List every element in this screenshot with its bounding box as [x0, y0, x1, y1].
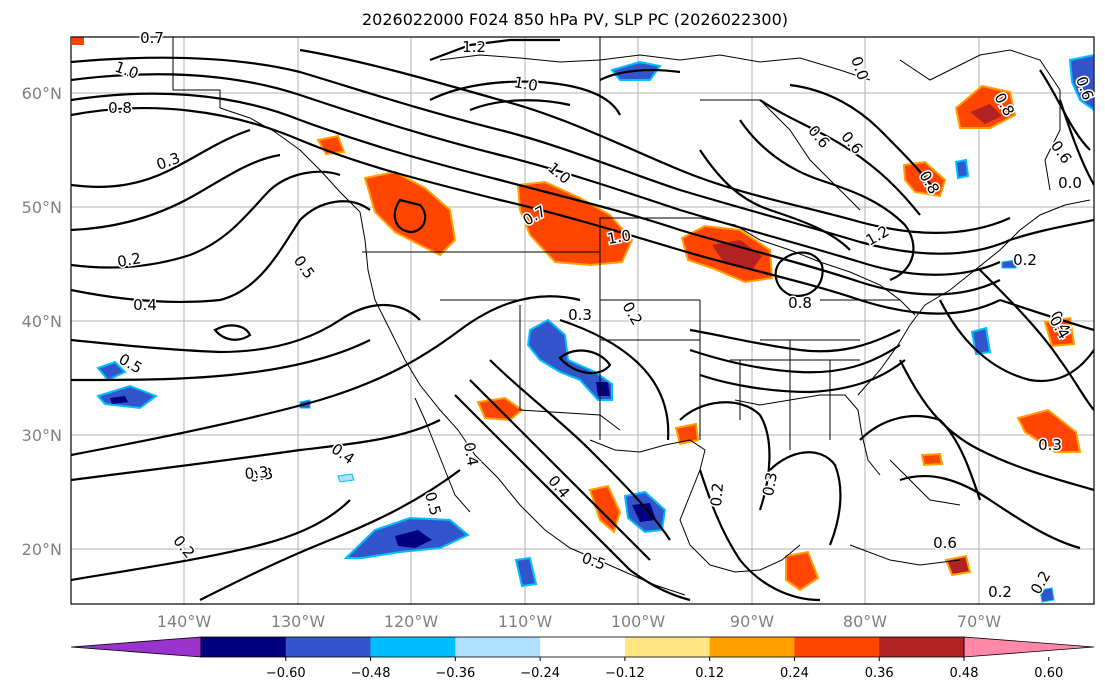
colorbar-segment [879, 637, 965, 657]
lon-label-110: 110°W [498, 612, 553, 631]
colorbar-tick-label: −0.48 [351, 666, 391, 681]
colorbar-extend-low [70, 636, 202, 658]
contour-label: 0.3 [1038, 436, 1062, 454]
colorbar: −0.60 −0.48 −0.36 −0.24 −0.12 0.12 0.24 0.36 0.4… [70, 636, 1095, 681]
colorbar-tick-label: 0.12 [695, 666, 724, 681]
lat-label-30: 30°N [22, 426, 62, 445]
colorbar-tick-label: −0.24 [520, 666, 560, 681]
lat-label-40: 40°N [22, 312, 62, 331]
colorbar-segments [70, 636, 1095, 658]
contour-label: 0.2 [988, 583, 1012, 601]
colorbar-segment [709, 637, 795, 657]
lon-label-100: 100°W [611, 612, 666, 631]
contour-label: 0.7 [140, 29, 164, 47]
map-frame [70, 36, 1095, 605]
colorbar-tick-label: 0.36 [865, 666, 894, 681]
longitude-labels: 140°W 130°W 120°W 110°W 100°W 90°W 80°W … [157, 612, 1001, 631]
contour-label: 0.2 [1013, 251, 1037, 269]
map-title: 2026022000 F024 850 hPa PV, SLP PC (2026… [361, 10, 789, 29]
lon-label-90: 90°W [730, 612, 774, 631]
colorbar-segment [370, 637, 456, 657]
colorbar-ticks: −0.60 −0.48 −0.36 −0.24 −0.12 0.12 0.24 0.36 0.4… [266, 657, 1063, 681]
slp-contours [71, 38, 1094, 602]
lon-label-120: 120°W [384, 612, 439, 631]
lat-label-60: 60°N [22, 84, 62, 103]
lon-label-130: 130°W [271, 612, 326, 631]
colorbar-tick-label: 0.48 [950, 666, 979, 681]
colorbar-tick-label: 0.60 [1034, 666, 1063, 681]
contour-label: 0.3 [244, 463, 269, 483]
colorbar-segment [794, 637, 880, 657]
contour-label: 1.2 [462, 38, 486, 56]
colorbar-segment [455, 637, 541, 657]
lat-label-50: 50°N [22, 198, 62, 217]
contour-label: 0.4 [133, 296, 157, 314]
contour-label: 1.0 [513, 73, 540, 95]
pv-negative-anomalies [96, 53, 1094, 603]
colorbar-segment [624, 637, 711, 657]
lat-label-20: 20°N [22, 540, 62, 559]
contour-label: 0.6 [933, 534, 957, 552]
lon-label-140: 140°W [157, 612, 212, 631]
contour-label: 0.2 [707, 482, 727, 507]
colorbar-segment [201, 637, 287, 657]
lon-label-70: 70°W [957, 612, 1001, 631]
colorbar-tick-label: −0.36 [435, 666, 475, 681]
colorbar-segment [540, 637, 626, 657]
colorbar-tick-label: −0.60 [266, 666, 306, 681]
colorbar-segment [285, 637, 372, 657]
colorbar-tick-label: 0.24 [780, 666, 809, 681]
latitude-labels: 60°N 50°N 40°N 30°N 20°N [22, 84, 62, 559]
contour-label: 0.3 [759, 471, 781, 498]
contour-label: 0.8 [108, 99, 132, 117]
colorbar-extend-high [963, 636, 1095, 658]
colorbar-tick-label: −0.12 [605, 666, 645, 681]
contour-label: 0.8 [788, 294, 812, 312]
colorbar-frame [200, 636, 965, 658]
contour-label: 0.3 [568, 306, 592, 324]
lon-label-80: 80°W [843, 612, 887, 631]
contour-label: 0.0 [1058, 174, 1082, 192]
